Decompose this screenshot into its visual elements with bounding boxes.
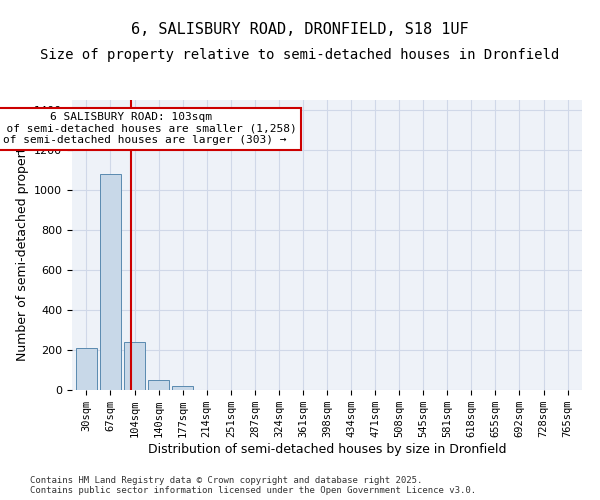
Text: Size of property relative to semi-detached houses in Dronfield: Size of property relative to semi-detach…	[40, 48, 560, 62]
X-axis label: Distribution of semi-detached houses by size in Dronfield: Distribution of semi-detached houses by …	[148, 443, 506, 456]
Bar	[172, 386, 193, 390]
Text: 6 SALISBURY ROAD: 103sqm
← 80% of semi-detached houses are smaller (1,258)
19% o: 6 SALISBURY ROAD: 103sqm ← 80% of semi-d…	[0, 112, 296, 145]
Y-axis label: Number of semi-detached properties: Number of semi-detached properties	[16, 130, 29, 360]
Text: 6, SALISBURY ROAD, DRONFIELD, S18 1UF: 6, SALISBURY ROAD, DRONFIELD, S18 1UF	[131, 22, 469, 38]
Bar	[100, 174, 121, 390]
Bar	[76, 348, 97, 390]
Text: Contains HM Land Registry data © Crown copyright and database right 2025.
Contai: Contains HM Land Registry data © Crown c…	[30, 476, 476, 495]
Bar	[124, 342, 145, 390]
Bar	[148, 380, 169, 390]
